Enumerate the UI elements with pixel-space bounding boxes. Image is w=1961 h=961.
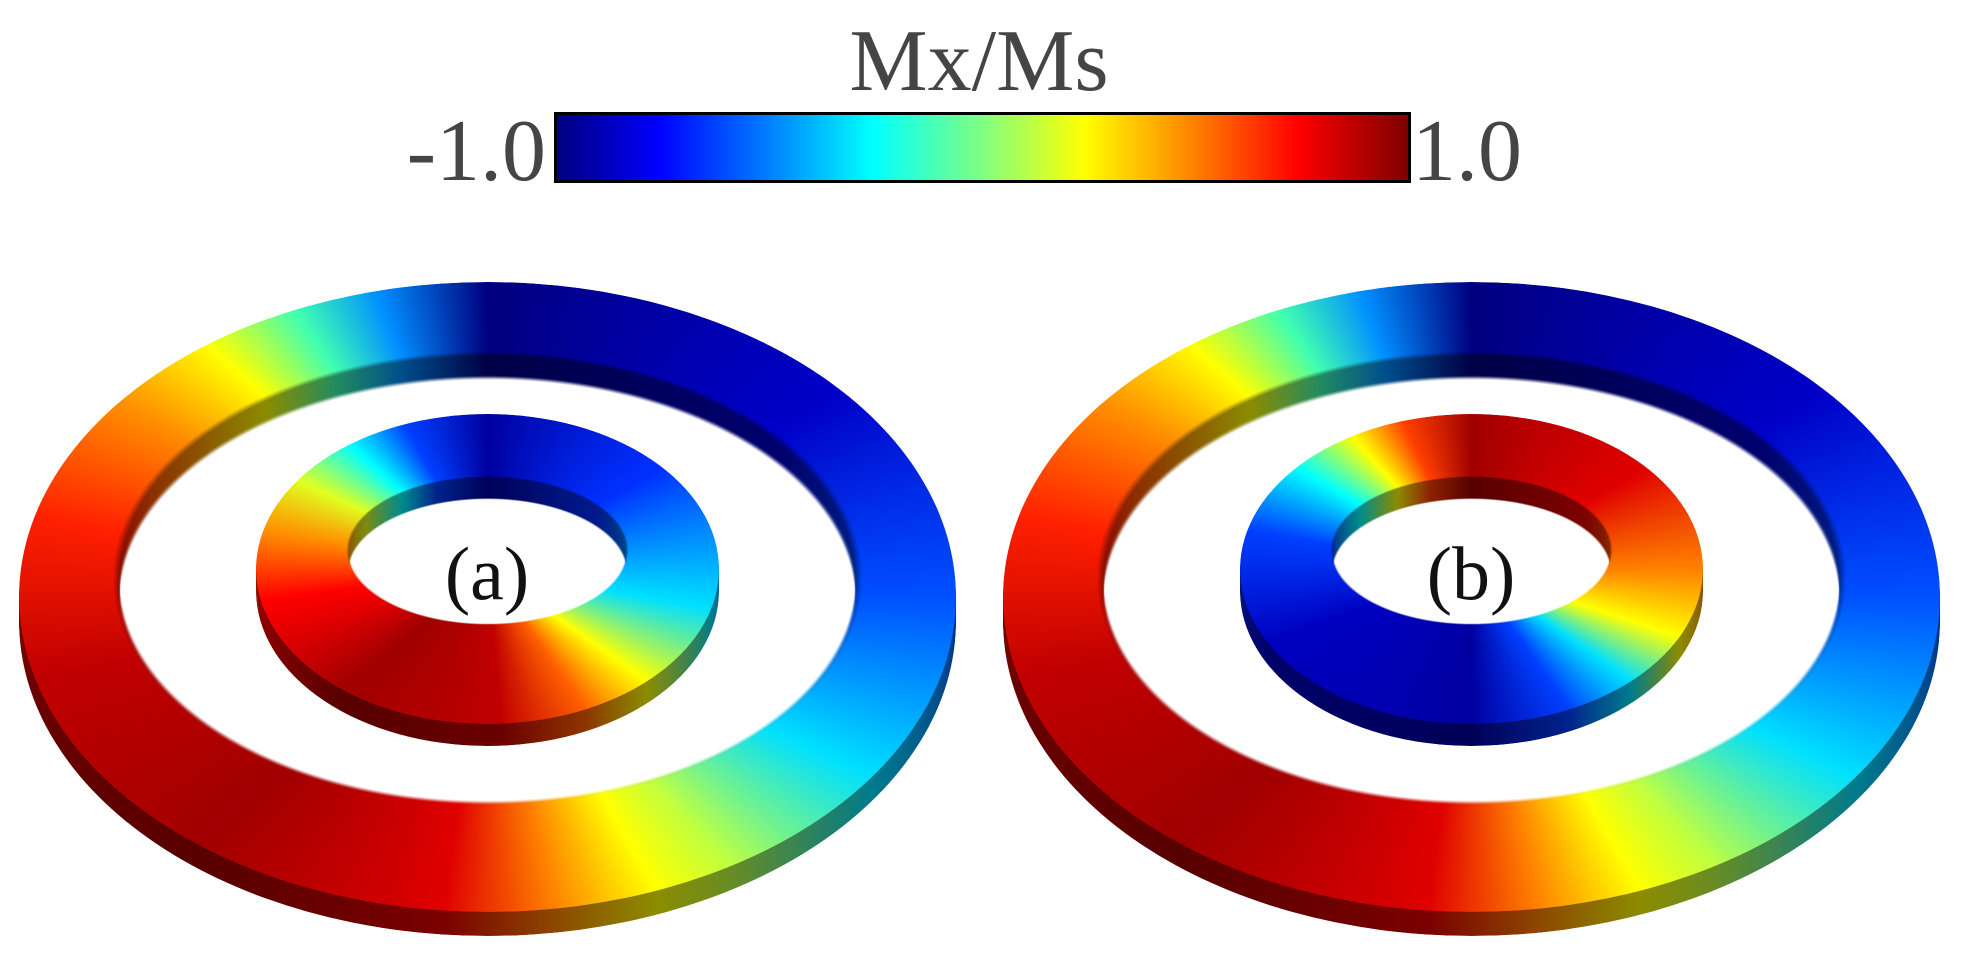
panel-label: (b) xyxy=(1426,532,1516,617)
panel-label: (a) xyxy=(444,532,530,617)
colorbar-title: Mx/Ms xyxy=(849,13,1109,110)
colorbar-min-label: -1.0 xyxy=(406,103,546,200)
colorbar xyxy=(554,112,1411,183)
inner-ring xyxy=(1240,414,1703,724)
inner-ring xyxy=(256,414,719,724)
colorbar-max-label: 1.0 xyxy=(1412,103,1522,200)
